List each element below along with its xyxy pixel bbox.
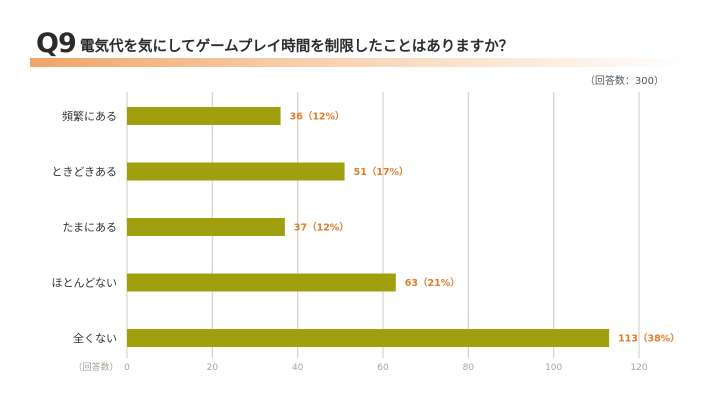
question-title: 電気代を気にしてゲームプレイ時間を制限したことはありますか？ — [80, 39, 514, 55]
x-tick-label: 40 — [292, 363, 304, 373]
data-label: 37（12%） — [294, 222, 349, 234]
chart-header: Q9 電気代を気にしてゲームプレイ時間を制限したことはありますか？ — [0, 0, 720, 70]
category-label: ときどきある — [51, 166, 117, 179]
data-label: 36（12%） — [290, 111, 345, 123]
data-label: 51（17%） — [354, 166, 409, 178]
bar — [127, 329, 610, 347]
bar — [127, 162, 345, 181]
x-tick-label: 20 — [207, 363, 219, 373]
x-tick-label: 100 — [545, 363, 562, 373]
x-tick-label: 0 — [124, 363, 130, 373]
x-tick-label: 60 — [377, 363, 389, 373]
category-label: 全くない — [73, 331, 117, 345]
bar — [127, 218, 285, 236]
data-label: 113（38%） — [618, 333, 680, 345]
data-label: 63（21%） — [405, 277, 460, 289]
respondent-count: （回答数：300） — [584, 76, 664, 87]
x-axis-label: （回答数） — [73, 361, 118, 373]
bar — [127, 273, 396, 292]
category-label: 頻繁にある — [62, 109, 117, 123]
category-label: たまにある — [62, 221, 117, 234]
x-tick-label: 80 — [463, 363, 475, 373]
question-number: Q9 — [36, 28, 77, 59]
title-accent-band — [30, 58, 688, 67]
bar — [127, 107, 281, 125]
x-tick-label: 120 — [630, 363, 647, 373]
category-label: ほとんどない — [52, 277, 117, 290]
